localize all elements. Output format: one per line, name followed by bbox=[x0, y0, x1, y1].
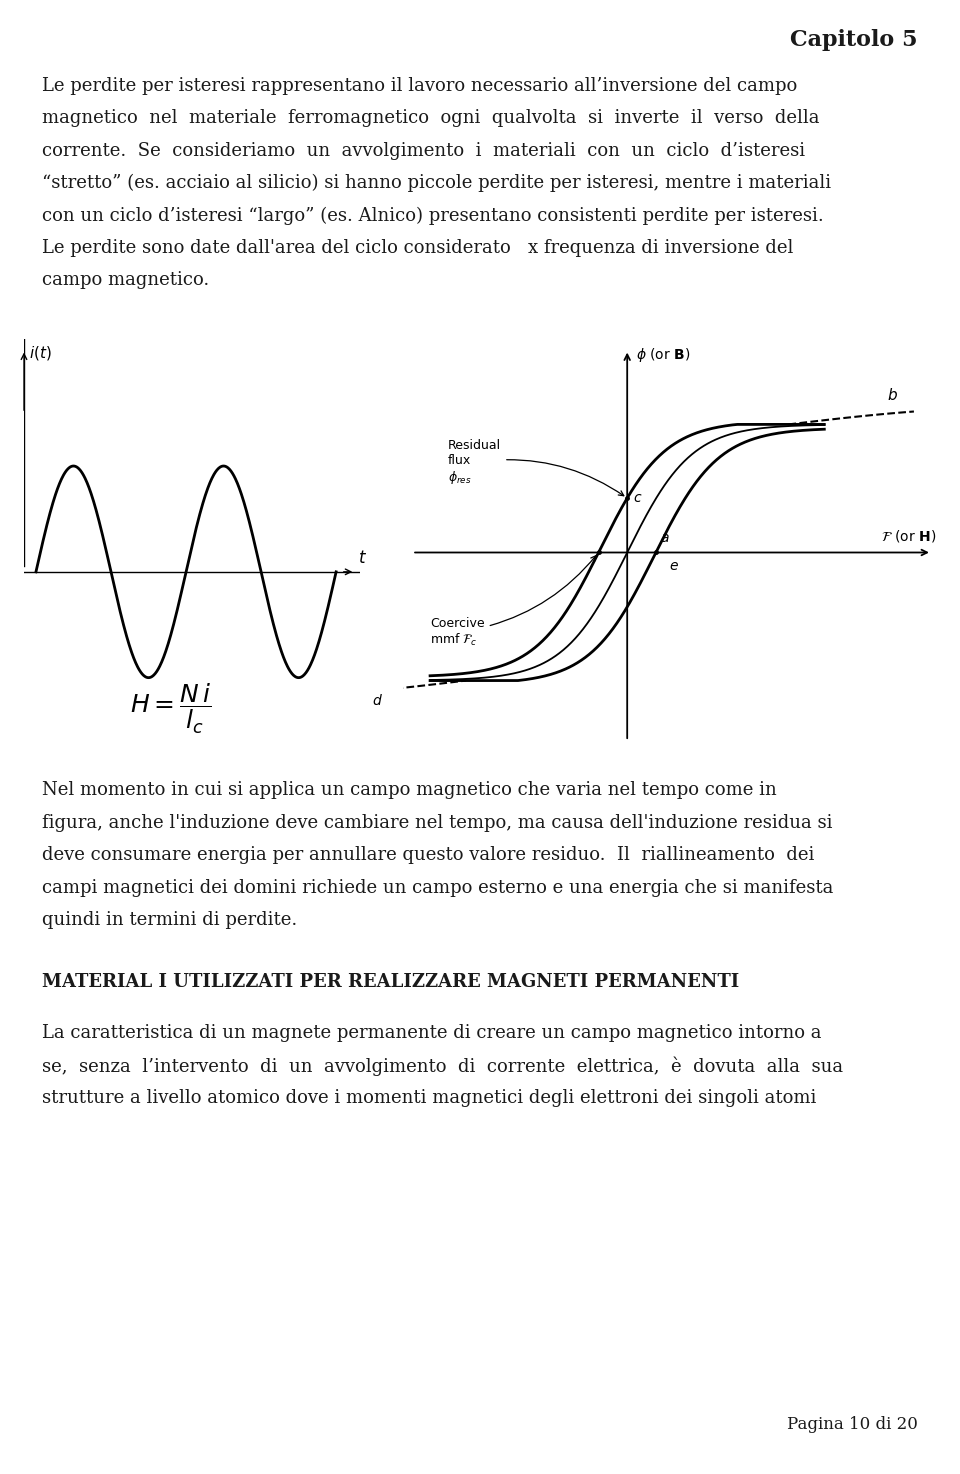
Text: MATERIAL I UTILIZZATI PER REALIZZARE MAGNETI PERMANENTI: MATERIAL I UTILIZZATI PER REALIZZARE MAG… bbox=[42, 973, 739, 991]
Text: $a$: $a$ bbox=[660, 531, 670, 545]
Text: deve consumare energia per annullare questo valore residuo.  Il  riallineamento : deve consumare energia per annullare que… bbox=[42, 846, 815, 864]
Text: se,  senza  l’intervento  di  un  avvolgimento  di  corrente  elettrica,  è  dov: se, senza l’intervento di un avvolgiment… bbox=[42, 1057, 844, 1076]
Text: campo magnetico.: campo magnetico. bbox=[42, 271, 209, 289]
Text: Pagina 10 di 20: Pagina 10 di 20 bbox=[787, 1415, 918, 1433]
Text: $i(t)$: $i(t)$ bbox=[29, 345, 52, 363]
Text: quindi in termini di perdite.: quindi in termini di perdite. bbox=[42, 911, 298, 929]
Text: $e$: $e$ bbox=[669, 559, 680, 573]
Text: Le perdite per isteresi rappresentano il lavoro necessario all’inversione del ca: Le perdite per isteresi rappresentano il… bbox=[42, 77, 798, 94]
Text: Residual
flux
$\phi_{res}$: Residual flux $\phi_{res}$ bbox=[448, 439, 624, 495]
Text: figura, anche l'induzione deve cambiare nel tempo, ma causa dell'induzione resid: figura, anche l'induzione deve cambiare … bbox=[42, 814, 832, 831]
Text: Capitolo 5: Capitolo 5 bbox=[790, 29, 918, 52]
Text: $H = \dfrac{N\,i}{l_c}$: $H = \dfrac{N\,i}{l_c}$ bbox=[131, 682, 211, 736]
Text: $b$: $b$ bbox=[887, 386, 898, 402]
Text: $d$: $d$ bbox=[372, 693, 383, 709]
Text: “stretto” (es. acciaio al silicio) si hanno piccole perdite per isteresi, mentre: “stretto” (es. acciaio al silicio) si ha… bbox=[42, 174, 831, 192]
Text: Coercive
mmf $\mathcal{F}_c$: Coercive mmf $\mathcal{F}_c$ bbox=[430, 556, 596, 649]
Text: strutture a livello atomico dove i momenti magnetici degli elettroni dei singoli: strutture a livello atomico dove i momen… bbox=[42, 1089, 817, 1107]
Text: Le perdite sono date dall'area del ciclo considerato   x frequenza di inversione: Le perdite sono date dall'area del ciclo… bbox=[42, 239, 794, 256]
Text: $\mathcal{F}$ (or $\mathbf{H}$): $\mathcal{F}$ (or $\mathbf{H}$) bbox=[881, 528, 936, 544]
Text: con un ciclo d’isteresi “largo” (es. Alnico) presentano consistenti perdite per : con un ciclo d’isteresi “largo” (es. Aln… bbox=[42, 206, 824, 224]
Text: corrente.  Se  consideriamo  un  avvolgimento  i  materiali  con  un  ciclo  d’i: corrente. Se consideriamo un avvolgiment… bbox=[42, 142, 805, 159]
Text: $t$: $t$ bbox=[358, 548, 367, 566]
Text: $\phi$ (or $\mathbf{B}$): $\phi$ (or $\mathbf{B}$) bbox=[636, 346, 690, 364]
Text: magnetico  nel  materiale  ferromagnetico  ogni  qualvolta  si  inverte  il  ver: magnetico nel materiale ferromagnetico o… bbox=[42, 109, 820, 127]
Text: campi magnetici dei domini richiede un campo esterno e una energia che si manife: campi magnetici dei domini richiede un c… bbox=[42, 879, 833, 896]
Text: $c$: $c$ bbox=[634, 491, 643, 506]
Text: La caratteristica di un magnete permanente di creare un campo magnetico intorno : La caratteristica di un magnete permanen… bbox=[42, 1024, 822, 1042]
Text: Nel momento in cui si applica un campo magnetico che varia nel tempo come in: Nel momento in cui si applica un campo m… bbox=[42, 781, 777, 799]
